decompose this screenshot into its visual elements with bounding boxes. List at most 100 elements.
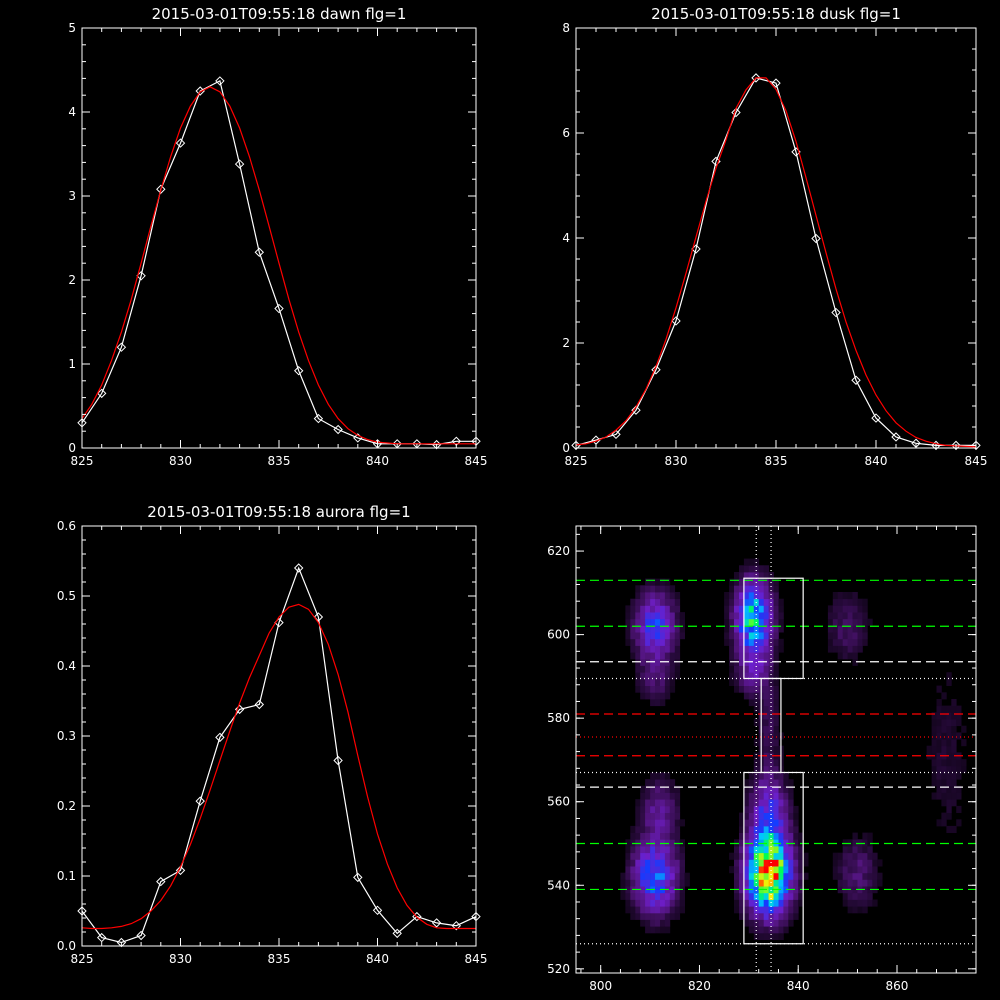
heatmap-cell [773,919,779,927]
heatmap-cell [655,812,661,820]
heatmap-cell [625,852,631,860]
heatmap-cell [753,919,760,927]
heatmap-cell [753,912,760,920]
heatmap-cell [743,645,750,653]
heatmap-cell [635,812,641,820]
heatmap-cell [743,912,750,920]
heatmap-cell [763,678,769,686]
heatmap-cell [748,572,755,580]
heatmap-cell [664,605,671,613]
heatmap-cell [832,605,839,613]
heatmap-cell [837,852,843,860]
heatmap-cell [640,886,646,894]
heatmap-cell [739,866,745,874]
heatmap-cell [783,879,789,887]
heatmap-cell [753,852,760,860]
heatmap-cell [753,932,760,940]
heatmap-cell [660,685,666,693]
heatmap-cell [650,866,656,874]
heatmap-cell [798,892,804,900]
heatmap-cell [630,652,636,660]
heatmap-cell [946,712,952,720]
heatmap-cell [768,812,774,820]
heatmap-cell [655,592,661,600]
heatmap-cell [620,872,626,880]
heatmap-cell [739,839,745,847]
heatmap-cell [847,906,853,914]
data-point-marker [156,184,166,194]
heatmap-cell [753,665,760,673]
heatmap-cell [743,692,750,700]
heatmap-cell [852,638,858,646]
heatmap-cell [936,705,942,713]
heatmap-cell [788,812,794,820]
heatmap-cell [625,846,631,854]
heatmap-cell [783,926,789,934]
heatmap-cell [660,879,666,887]
heatmap-cell [743,665,750,673]
heatmap-cell [650,672,656,680]
heatmap-cell [674,892,681,900]
heatmap-cell [630,612,636,620]
heatmap-cell [640,612,646,620]
heatmap-cell [655,672,661,680]
heatmap-cell [625,859,631,867]
heatmap-cell [645,612,651,620]
heatmap-cell [739,678,745,686]
heatmap-cell [936,785,942,793]
heatmap-cell [773,792,779,800]
heatmap-cell [645,852,651,860]
heatmap-cell [650,578,656,586]
heatmap-cell [753,772,760,780]
y-tick-label: 0.1 [57,869,76,883]
heatmap-cell [867,846,873,854]
heatmap-cell [951,779,957,787]
y-tick-label: 0.4 [57,659,76,673]
heatmap-cell [941,732,947,740]
heatmap-cell [788,899,794,907]
fit-curve [575,77,977,448]
heatmap-cell [664,625,671,633]
heatmap-cell [739,578,745,586]
heatmap-cell [650,665,656,673]
heatmap-cell [956,819,962,827]
heatmap-cell [664,772,671,780]
heatmap-cell [640,598,646,606]
heatmap-cell [635,652,641,660]
heatmap-cell [655,859,661,867]
heatmap-cell [724,625,730,633]
heatmap-cell [847,839,853,847]
heatmap-cell [763,819,769,827]
heatmap-cell [674,852,681,860]
heatmap-cell [645,792,651,800]
heatmap-cell [793,906,799,914]
data-point-marker [254,247,265,257]
heatmap-cell [640,805,646,813]
heatmap-cell [778,839,784,847]
heatmap-cell [674,912,681,920]
heatmap-cell [842,899,848,907]
heatmap-cell [743,572,750,580]
heatmap-cell [763,859,769,867]
heatmap-cell [837,612,843,620]
heatmap-cell [768,752,774,760]
data-point-marker [175,138,186,148]
heatmap-cell [941,785,947,793]
heatmap-cell [645,799,651,807]
heatmap-cell [753,866,760,874]
heatmap-cell [748,665,755,673]
heatmap-cell [625,612,631,620]
heatmap-cell [660,592,666,600]
heatmap-cell [640,592,646,600]
heatmap-cell [660,799,666,807]
heatmap-cell [674,812,681,820]
heatmap-cell [862,839,868,847]
heatmap-cell [753,812,760,820]
heatmap-cell [931,739,937,747]
heatmap-cell [748,839,755,847]
heatmap-cell [788,919,794,927]
heatmap-cell [936,719,942,727]
heatmap-cell [956,759,962,767]
heatmap-cell [951,759,957,767]
heatmap-cell [743,832,750,840]
